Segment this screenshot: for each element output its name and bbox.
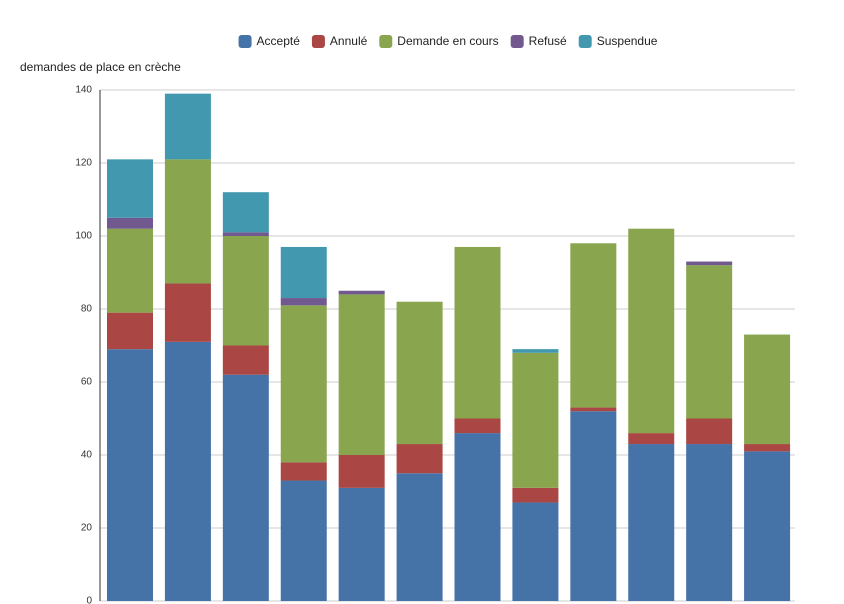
bar-segment [338, 487, 385, 601]
bar-segment [280, 480, 327, 601]
bar-segment [454, 433, 501, 601]
bar-segment [744, 334, 791, 445]
bar-segment [686, 265, 733, 419]
bar-segment [512, 502, 559, 601]
bar-segment [454, 418, 501, 434]
bar-segment [744, 451, 791, 601]
y-tick-label: 120 [75, 158, 92, 169]
bar-segment [396, 301, 443, 445]
legend-swatch [379, 35, 393, 48]
bar-segment [280, 246, 327, 299]
bar-segment [164, 159, 211, 284]
bar-segment [222, 345, 269, 375]
bar-segment [512, 352, 559, 488]
legend-label: Demande en cours [397, 34, 498, 48]
bar-segment [396, 473, 443, 601]
bar-segment [570, 407, 617, 412]
y-tick-label: 40 [81, 450, 93, 461]
bar-segment [280, 298, 327, 306]
bar-segment [338, 294, 385, 455]
bar-segment [686, 261, 733, 266]
bar-segment [222, 236, 269, 346]
legend-label: Refusé [529, 34, 567, 48]
bar-segment [222, 192, 269, 233]
bar-segment [686, 444, 733, 601]
y-tick-label: 80 [81, 304, 93, 315]
legend-swatch [510, 35, 524, 48]
bar-segment [280, 462, 327, 481]
bar-segment [396, 444, 443, 474]
bar-segment [280, 305, 327, 463]
bar-segment [107, 349, 153, 601]
bar-segment [107, 217, 153, 229]
legend-swatch [238, 35, 252, 48]
bar-segment [222, 374, 269, 601]
bar-segment [628, 433, 675, 445]
bar-segment [164, 341, 211, 601]
bar-segment [338, 455, 385, 488]
bar-segment [222, 232, 269, 236]
bar-segment [338, 290, 385, 295]
bar-segment [164, 283, 211, 342]
legend-swatch [311, 35, 325, 48]
bar-segment [628, 228, 675, 434]
y-axis-title: demandes de place en crèche [20, 60, 181, 74]
legend-label: Suspendue [597, 34, 658, 48]
bar-segment [686, 418, 733, 445]
bar-segment [454, 246, 501, 419]
y-tick-label: 60 [81, 377, 93, 388]
y-tick-label: 140 [75, 85, 92, 96]
bar-segment [744, 444, 791, 452]
bar-segment [512, 349, 559, 353]
y-tick-label: 0 [86, 596, 92, 604]
bar-segment [164, 93, 211, 160]
legend: Accepté Annulé Demande en cours Refusé Suspe… [238, 34, 658, 48]
legend-label: Accepté [257, 34, 301, 48]
y-tick-label: 100 [75, 231, 92, 242]
bar-segment [107, 228, 153, 313]
legend-swatch [578, 35, 592, 48]
bar-segment [512, 487, 559, 503]
bar-segment [570, 243, 617, 408]
bar-segment [107, 159, 153, 218]
y-tick-label: 20 [81, 523, 93, 534]
bar-segment [628, 444, 675, 601]
legend-label: Annulé [330, 34, 368, 48]
bar-segment [570, 411, 617, 601]
bar-segment [107, 312, 153, 350]
